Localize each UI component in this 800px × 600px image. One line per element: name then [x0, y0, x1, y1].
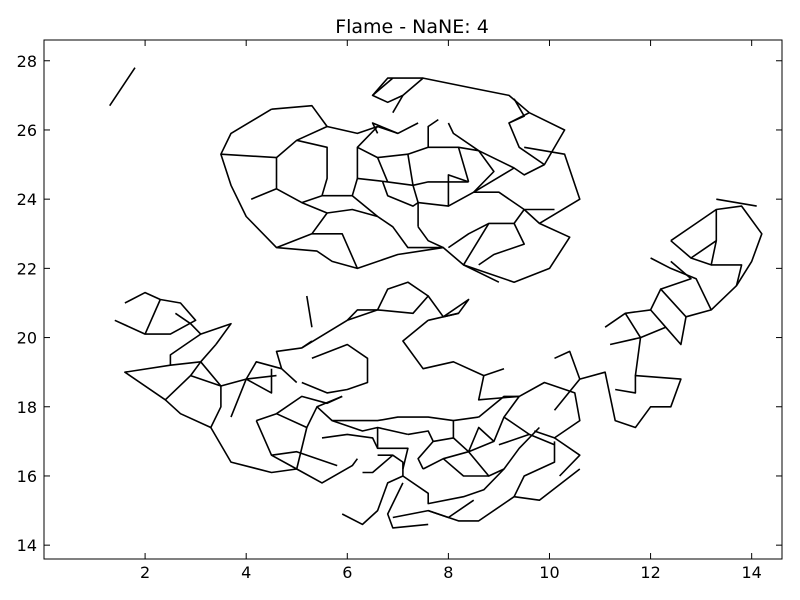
- graph-edge-path: [245, 368, 273, 394]
- x-tick-label: 10: [539, 563, 559, 582]
- x-tick-label: 4: [241, 563, 251, 582]
- x-tick-label: 8: [443, 563, 453, 582]
- graph-edge-path: [114, 291, 197, 335]
- y-tick-label: 22: [17, 259, 37, 278]
- graph-edge-path: [200, 361, 247, 387]
- graph-edge-path: [371, 77, 566, 176]
- graph-edge-path: [371, 122, 399, 135]
- graph-edge-path: [417, 226, 444, 249]
- graph-edge-path: [164, 374, 222, 429]
- graph-edge-path: [463, 208, 571, 284]
- graph-edge-path: [508, 98, 530, 124]
- graph-edge-path: [716, 198, 757, 207]
- graph-edge-path: [376, 281, 429, 311]
- graph-edge-path: [478, 223, 526, 266]
- graph-edge-path: [498, 433, 530, 446]
- graph-edge-path: [341, 454, 404, 526]
- plot-frame: [43, 39, 783, 560]
- y-tick-label: 14: [17, 536, 37, 555]
- graph-edge-path: [255, 420, 359, 484]
- graph-edge-path: [144, 299, 162, 335]
- graph-edge-path: [245, 360, 298, 384]
- graph-edge-path: [553, 371, 682, 429]
- graph-edge-path: [376, 427, 409, 470]
- y-tick-label: 28: [17, 52, 37, 71]
- graph-edge-path: [508, 122, 545, 166]
- graph-edge-path: [276, 139, 328, 204]
- graph-edge-path: [402, 319, 505, 377]
- graph-edge-path: [640, 257, 713, 346]
- graph-edge-path: [169, 333, 217, 367]
- graph-edge-path: [442, 458, 489, 477]
- graph-edge-path: [407, 118, 439, 155]
- x-tick-label: 14: [741, 563, 761, 582]
- graph-edge-path: [362, 454, 394, 474]
- graph-edge-path: [220, 153, 277, 159]
- graph-edge-path: [316, 406, 409, 436]
- graph-edge-path: [670, 205, 763, 311]
- graph-edge-path: [371, 77, 424, 96]
- graph-edge-path: [321, 433, 379, 449]
- graph-edge-path: [301, 343, 369, 394]
- graph-edge-path: [428, 298, 470, 322]
- x-tick-label: 2: [140, 563, 150, 582]
- graph-edge-path: [402, 426, 540, 505]
- graph-edge-path: [554, 437, 581, 477]
- graph-edge-path: [392, 94, 404, 114]
- graph-edge-path: [346, 309, 378, 321]
- graph-edge-path: [467, 426, 495, 453]
- graph-edge-path: [660, 260, 692, 290]
- graph-edge-path: [386, 482, 429, 529]
- graph-edge-path: [473, 150, 495, 193]
- graph-edge-path: [473, 191, 555, 211]
- graph-edge-path: [306, 295, 313, 328]
- chart-title: Flame - NaNE: 4: [335, 16, 489, 38]
- graph-edge-path: [427, 468, 581, 522]
- graph-edge-path: [271, 450, 338, 467]
- graph-edge-path: [447, 122, 480, 152]
- graph-edge-path: [418, 174, 469, 207]
- x-tick-label: 6: [342, 563, 352, 582]
- x-tick-label: 12: [640, 563, 660, 582]
- graph-edge-path: [477, 375, 520, 401]
- graph-edge-path: [407, 430, 434, 442]
- graph-edge-path: [462, 222, 490, 266]
- edge-group: [109, 67, 763, 529]
- graph-edge-path: [513, 441, 556, 498]
- graph-edge-path: [422, 395, 520, 470]
- graph-edge-path: [311, 233, 359, 269]
- y-tick-label: 20: [17, 329, 37, 348]
- y-tick-label: 16: [17, 467, 37, 486]
- graph-edge-path: [478, 381, 581, 439]
- graph-edge-path: [554, 350, 581, 380]
- graph-edge-path: [109, 67, 136, 107]
- graph-edge-path: [381, 181, 419, 207]
- graph-edge-path: [524, 146, 581, 225]
- graph-edge-path: [711, 264, 743, 286]
- y-tick-label: 18: [17, 398, 37, 417]
- graph-edge-path: [670, 208, 717, 242]
- graph-edge-path: [332, 416, 454, 422]
- y-tick-label: 26: [17, 121, 37, 140]
- graph-edge-path: [301, 319, 348, 349]
- y-tick-label: 24: [17, 190, 37, 209]
